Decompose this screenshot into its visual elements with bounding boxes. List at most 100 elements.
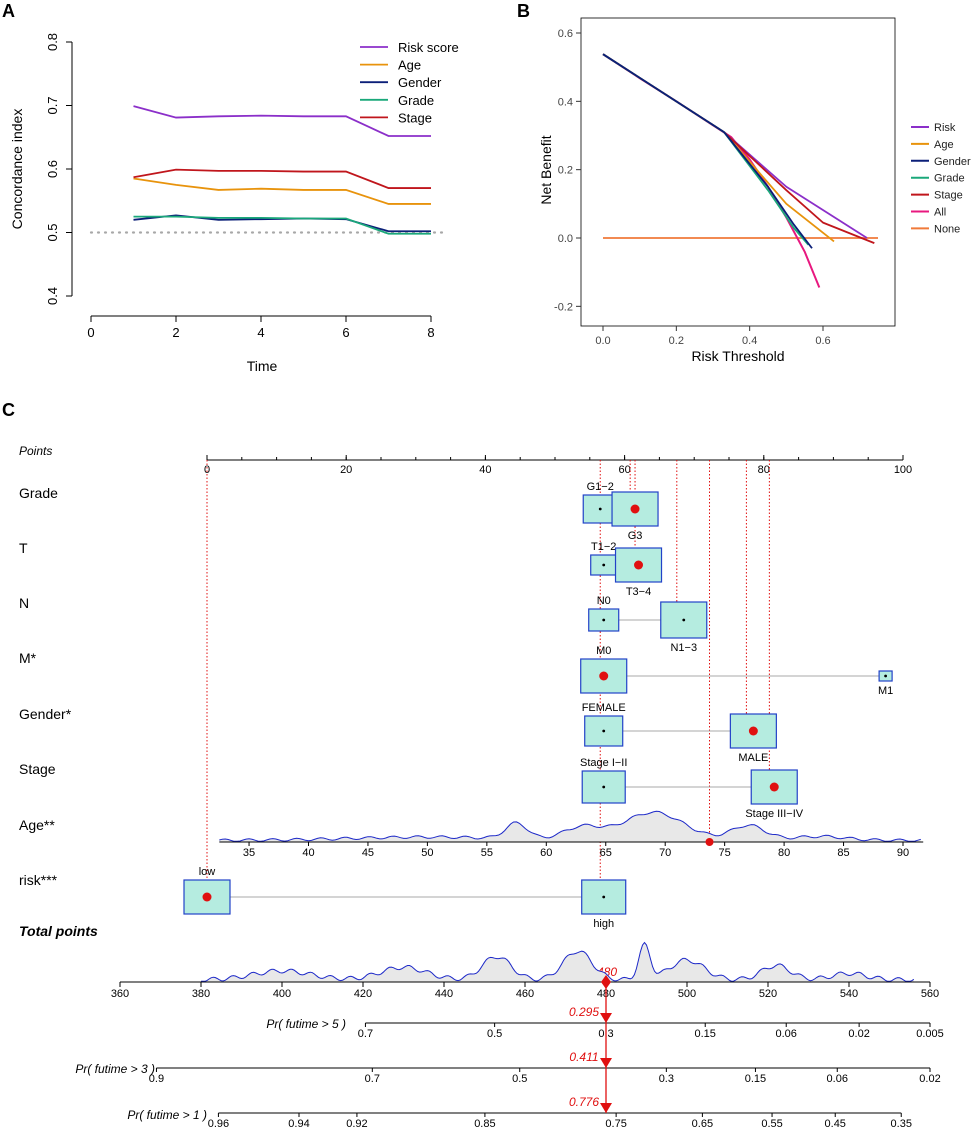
prob-axis-tick-label: 0.94 bbox=[288, 1118, 309, 1129]
panel-b-frame bbox=[580, 17, 896, 327]
selected-dot bbox=[769, 782, 779, 792]
panel-a-series-age bbox=[133, 177, 431, 205]
panel-a-legend-label: Gender bbox=[398, 75, 442, 90]
total-pointer-diamond bbox=[601, 975, 611, 989]
panel-b-series-age bbox=[602, 53, 835, 243]
panel-b-plot: 0.0 0.2 0.4 0.6 -0.2 0.0 0.2 0.4 0.6 Risk Age Gende… bbox=[554, 17, 971, 347]
selected-dot bbox=[202, 892, 212, 902]
panel-b-legend-label: Risk bbox=[934, 122, 956, 134]
level-label-t3-4: T3−4 bbox=[626, 586, 651, 598]
var-label-t: T bbox=[19, 540, 28, 556]
level-center-dot bbox=[682, 618, 686, 622]
prob-axis-tick-label: 0.35 bbox=[891, 1118, 912, 1129]
age-axis-tick-label: 85 bbox=[837, 847, 849, 859]
points-label: Points bbox=[19, 444, 52, 458]
level-label-stage-i-ii: Stage I−II bbox=[580, 757, 627, 769]
pr5-label: Pr( futime > 5 ) bbox=[266, 1017, 346, 1031]
panel-b-ylabel: Net Benefit bbox=[538, 135, 554, 204]
panel-a-legend-label: Stage bbox=[398, 110, 432, 125]
total-points-label: Total points bbox=[19, 923, 98, 939]
level-center-dot bbox=[602, 895, 606, 899]
level-label-g1-2: G1−2 bbox=[587, 481, 614, 493]
prob-axis-tick-label: 0.06 bbox=[827, 1073, 848, 1085]
total-axis-tick-label: 380 bbox=[192, 988, 210, 1000]
level-center-dot bbox=[602, 618, 606, 622]
prob-axis-tick-label: 0.92 bbox=[346, 1118, 367, 1129]
selected-dot bbox=[630, 504, 640, 514]
panel-b-y-tick-label: 0.4 bbox=[558, 96, 573, 108]
age-axis-tick-label: 90 bbox=[897, 847, 909, 859]
total-density-line bbox=[200, 941, 915, 982]
age-axis-tick-label: 80 bbox=[778, 847, 790, 859]
prob-axis-tick-label: 0.5 bbox=[512, 1073, 527, 1085]
level-center-dot bbox=[884, 674, 887, 678]
panel-a-x-tick-label: 8 bbox=[427, 325, 434, 340]
level-label-high: high bbox=[593, 918, 614, 930]
level-label-male: MALE bbox=[738, 752, 768, 764]
total-axis-tick-label: 540 bbox=[840, 988, 858, 1000]
prob-axis-tick-label: 0.55 bbox=[761, 1118, 782, 1129]
points-axis-tick-label: 100 bbox=[894, 464, 912, 476]
prob-axis-tick-label: 0.15 bbox=[745, 1073, 766, 1085]
pr5-value: 0.295 bbox=[569, 1005, 599, 1019]
panel-b-legend-label: Age bbox=[934, 139, 954, 151]
panel-b-legend-label: Gender bbox=[934, 156, 971, 168]
prob-axis-tick-label: 0.75 bbox=[605, 1118, 626, 1129]
level-label-g3: G3 bbox=[628, 530, 643, 542]
total-axis-tick-label: 360 bbox=[111, 988, 129, 1000]
level-label-m0: M0 bbox=[596, 645, 611, 657]
prob-pointer-triangle bbox=[600, 1103, 612, 1113]
prob-axis-tick-label: 0.85 bbox=[474, 1118, 495, 1129]
total-axis-tick-label: 420 bbox=[354, 988, 372, 1000]
age-axis-tick-label: 55 bbox=[481, 847, 493, 859]
total-axis-tick-label: 500 bbox=[678, 988, 696, 1000]
total-density-area bbox=[201, 942, 914, 982]
panel-a-legend-label: Age bbox=[398, 58, 421, 73]
prob-pointer-triangle bbox=[600, 1013, 612, 1023]
selected-dot bbox=[634, 560, 644, 570]
panel-b-y-tick-label: 0.2 bbox=[558, 165, 573, 177]
level-label-t1-2: T1−2 bbox=[591, 541, 616, 553]
panel-a-series-grade bbox=[133, 215, 431, 235]
selected-dot bbox=[599, 671, 609, 681]
pr1-label: Pr( futime > 1 ) bbox=[127, 1108, 207, 1122]
prob-pointer-triangle bbox=[600, 1058, 612, 1068]
age-density-area bbox=[219, 811, 921, 842]
total-axis-tick-label: 560 bbox=[921, 988, 939, 1000]
panel-a-y-tick-label: 0.6 bbox=[45, 160, 60, 178]
points-axis-tick-label: 0 bbox=[204, 464, 210, 476]
pr3-value: 0.411 bbox=[569, 1050, 598, 1064]
level-label-stage-iii-iv: Stage III−IV bbox=[745, 808, 803, 820]
level-label-n0: N0 bbox=[597, 595, 611, 607]
total-axis-tick-label: 460 bbox=[516, 988, 534, 1000]
prob-axis-tick-label: 0.45 bbox=[825, 1118, 846, 1129]
var-label-stage: Stage bbox=[19, 761, 56, 777]
prob-axis-tick-label: 0.06 bbox=[776, 1028, 797, 1040]
panel-b-y-tick-label: 0.6 bbox=[558, 28, 573, 40]
prob-axis-tick-label: 0.005 bbox=[916, 1028, 944, 1040]
panel-b-series-gender bbox=[602, 53, 813, 249]
panel-b-y-tick-label: 0.0 bbox=[558, 233, 573, 245]
prob-axis-tick-label: 0.15 bbox=[695, 1028, 716, 1040]
total-axis-tick-label: 520 bbox=[759, 988, 777, 1000]
prob-axis-tick-label: 0.7 bbox=[358, 1028, 373, 1040]
panel-a-series-risk-score bbox=[133, 105, 431, 137]
panel-a-ylabel: Concordance index bbox=[9, 109, 25, 230]
prob-axis-tick-label: 0.3 bbox=[659, 1073, 674, 1085]
panel-a-series-stage bbox=[133, 168, 431, 189]
prob-axis-tick-label: 0.5 bbox=[487, 1028, 502, 1040]
panel-b-xlabel: Risk Threshold bbox=[691, 348, 784, 364]
panel-c-plot: 0 20 40 60 80 100 G1−2 G3 T1−2 T3−4 N0 N1−3 M0 M1 FEMA… bbox=[111, 455, 944, 1129]
panel-b: Risk Threshold Net Benefit 0.0 0.2 0.4 0.6 -… bbox=[538, 17, 971, 364]
panel-b-legend-label: Grade bbox=[934, 173, 965, 185]
panel-label-a: A bbox=[2, 1, 15, 21]
level-label-low: low bbox=[199, 866, 216, 878]
panel-b-x-tick-label: 0.4 bbox=[742, 335, 757, 347]
panel-a-y-tick-label: 0.5 bbox=[45, 223, 60, 241]
panel-a-x-tick-label: 4 bbox=[257, 325, 264, 340]
panel-b-legend-label: None bbox=[934, 223, 960, 235]
age-axis-tick-label: 75 bbox=[719, 847, 731, 859]
panel-b-x-tick-label: 0.0 bbox=[595, 335, 610, 347]
var-label-age: Age** bbox=[19, 817, 55, 833]
